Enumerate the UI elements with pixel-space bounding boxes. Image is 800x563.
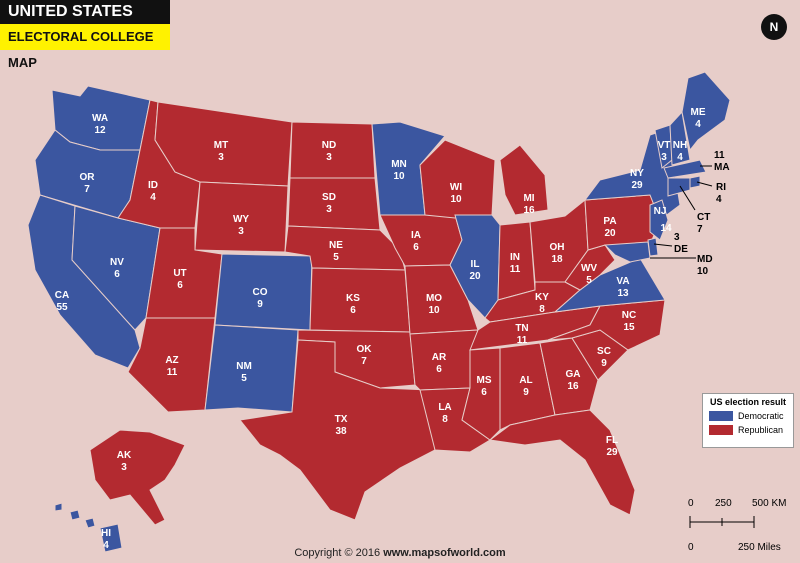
state-MD [603, 241, 651, 263]
state-label-NY: NY 29 [630, 168, 644, 191]
state-MI [499, 144, 549, 216]
state-label-KY: KY 8 [535, 292, 549, 315]
copyright-text: Copyright © 2016 [294, 547, 381, 559]
legend-label-democratic: Democratic [738, 411, 784, 421]
state-AK [89, 429, 186, 526]
state-label-UT: UT 6 [173, 268, 186, 291]
state-labels: WA 12 OR 7 CA 55 NV 6 ID 4 MT 3 WY 3 UT 6 AZ 11 C… [55, 107, 706, 551]
map-subtitle: ELECTORAL COLLEGE MAP [0, 24, 170, 70]
compass-icon: N [761, 14, 787, 40]
state-label-CA: CA 55 [55, 290, 69, 313]
legend: US election result Democratic Republican [702, 393, 794, 448]
legend-title: US election result [709, 397, 787, 407]
callout-label-MD: MD 10 [697, 254, 713, 277]
state-label-SD: SD 3 [322, 192, 336, 215]
callouts [650, 165, 713, 259]
callout-label-CT: CT 7 [697, 212, 710, 235]
state-label-NH: NH 4 [673, 140, 687, 163]
state-label-PA: PA 20 [603, 216, 616, 239]
state-label-WI: WI 10 [450, 182, 462, 205]
state-CT [667, 177, 691, 197]
state-label-NM: NM 5 [236, 361, 252, 384]
democratic-swatch [709, 411, 733, 421]
state-label-AL: AL 9 [519, 375, 532, 398]
scale-bar [689, 516, 755, 528]
callout-labels: 11 MA RI 4 CT 7 3 DE MD 10 [674, 150, 730, 277]
state-label-OR: OR 7 [80, 172, 96, 195]
state-label-AK: AK 3 [117, 450, 132, 473]
state-ME [681, 71, 731, 152]
state-label-AZ: AZ 11 [165, 355, 178, 378]
state-label-NC: NC 15 [622, 310, 636, 333]
scale-mi-0: 0 [688, 542, 694, 553]
state-TX [239, 339, 436, 521]
state-label-HI: HI 4 [101, 528, 111, 551]
callout-label-MA: 11 MA [714, 150, 730, 173]
scale-mi-250: 250 Miles [738, 542, 781, 553]
state-label-TX: TX 38 [335, 414, 348, 437]
state-label-ID: ID 4 [148, 180, 158, 203]
state-label-IL: IL 20 [469, 259, 481, 282]
state-label-WA: WA 12 [92, 113, 108, 136]
state-label-VA: VA 13 [616, 276, 629, 299]
state-label-VT: VT 3 [658, 140, 671, 163]
state-label-IN: IN 11 [510, 252, 521, 275]
scale-km-250: 250 [715, 498, 732, 509]
site-link[interactable]: www.mapsofworld.com [383, 547, 506, 559]
legend-item-republican: Republican [709, 425, 793, 435]
callout-label-RI: RI 4 [716, 182, 726, 205]
state-AZ [127, 317, 216, 413]
state-label-CO: CO 9 [253, 287, 268, 310]
state-label-ME: ME 4 [691, 107, 706, 130]
map-title: UNITED STATES [0, 0, 170, 24]
state-HI [54, 502, 123, 553]
state-label-FL: FL 29 [606, 435, 618, 458]
scale-km-0: 0 [688, 498, 694, 509]
state-NM [204, 324, 299, 413]
legend-item-democratic: Democratic [709, 411, 793, 421]
state-label-AR: AR 6 [432, 352, 447, 375]
state-label-NV: NV 6 [110, 257, 124, 280]
state-SD [287, 177, 381, 231]
state-label-WV: WV 5 [581, 263, 597, 286]
copyright: Copyright © 2016 www.mapsofworld.com [0, 547, 800, 559]
state-MO [404, 264, 479, 335]
state-MA [663, 159, 707, 179]
state-label-MI: MI 16 [523, 193, 535, 216]
state-label-OK: OK 7 [357, 344, 373, 367]
state-label-NJ: NJ 14 [654, 206, 672, 234]
republican-swatch [709, 425, 733, 435]
callout-label-DE: 3 DE [674, 232, 688, 255]
scale-km-500: 500 KM [752, 498, 787, 509]
state-label-ND: ND 3 [322, 140, 336, 163]
state-label-LA: LA 8 [438, 402, 451, 425]
state-label-GA: GA 16 [566, 369, 581, 392]
state-label-OH: OH 18 [550, 242, 565, 265]
state-label-KS: KS 6 [346, 293, 360, 316]
state-label-NE: NE 5 [329, 240, 343, 263]
state-label-MS: MS 6 [477, 375, 492, 398]
state-NJ [649, 199, 669, 241]
state-KS [309, 267, 411, 333]
state-label-WA: WA [92, 113, 108, 124]
state-FL [488, 409, 636, 516]
state-label-MT: MT 3 [214, 140, 228, 163]
state-label-MO: MO 10 [426, 293, 442, 316]
state-label-MN: MN 10 [391, 159, 407, 182]
state-label-TN: TN 11 [515, 323, 528, 346]
state-label-SC: SC 9 [597, 346, 611, 369]
state-label-IA: IA 6 [411, 230, 421, 253]
state-NH [669, 110, 691, 166]
legend-label-republican: Republican [738, 425, 784, 435]
state-label-WY: WY 3 [233, 214, 249, 237]
